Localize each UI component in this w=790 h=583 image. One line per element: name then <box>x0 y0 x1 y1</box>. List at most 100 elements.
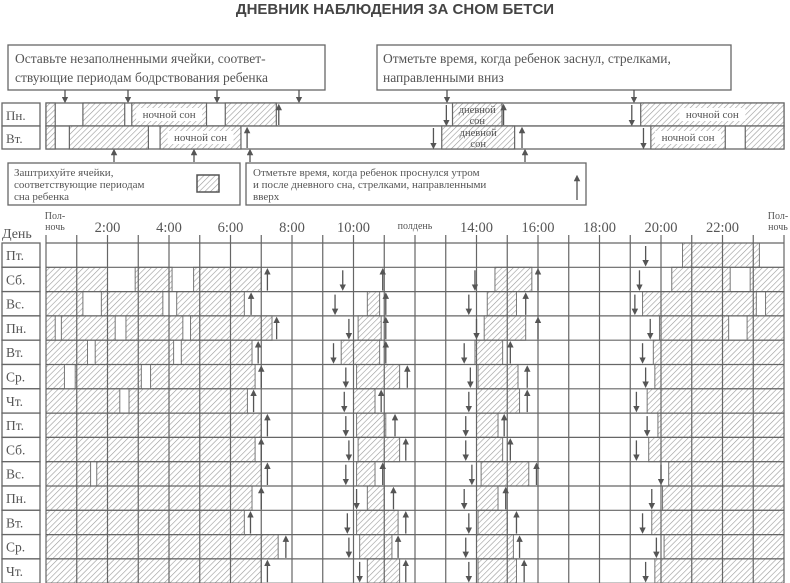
sleep-period <box>82 102 126 127</box>
sleep-period <box>180 339 253 366</box>
sleep-period <box>356 461 376 487</box>
day-cell <box>1 461 41 487</box>
sleep-period <box>682 242 760 268</box>
sleep-period <box>494 266 533 293</box>
sleep-period <box>96 461 262 487</box>
sleep-period <box>134 266 173 293</box>
sleep-period <box>652 339 785 366</box>
day-label: Вт. <box>6 345 23 360</box>
sleep-period <box>648 436 785 463</box>
nap-label: сон <box>470 116 486 127</box>
sleep-period <box>190 315 273 341</box>
time-label: 22:00 <box>706 220 739 236</box>
diary-row: Сб. <box>1 266 785 293</box>
time-label: 6:00 <box>218 220 244 236</box>
sleep-period <box>441 125 516 150</box>
sleep-period <box>366 558 401 583</box>
sleep-period <box>477 558 517 583</box>
day-cell <box>1 363 41 390</box>
callout-text: Оставьте незаполненными ячейки, соответ- <box>15 51 266 66</box>
sleep-period <box>765 291 785 317</box>
sleep-period <box>45 485 253 511</box>
day-label: Пн. <box>6 491 26 506</box>
day-label: Пт. <box>6 248 24 263</box>
nap-label: сон <box>470 139 486 150</box>
sleep-period <box>658 315 730 341</box>
night-sleep-label: ночной сон <box>174 132 227 144</box>
diary-grid: Пт. Сб. Вс. Пн. Вт. Ср. Чт. Пт. Сб. Вс. Пн. Вт. Ср. Ч… <box>1 242 785 583</box>
sleep-period <box>476 412 499 438</box>
sleep-period <box>477 509 508 536</box>
callout-text: Отметьте время, когда ребенок заснул, ст… <box>383 51 671 66</box>
midnight-label: ночь <box>768 222 788 233</box>
sleep-period <box>662 485 785 511</box>
sleep-period <box>486 291 517 317</box>
sleep-period <box>357 436 401 463</box>
sleep-period <box>45 388 121 414</box>
time-label: 10:00 <box>337 220 370 236</box>
diary-row: Сб. <box>1 436 785 463</box>
sleep-period <box>483 315 527 341</box>
day-cell <box>1 558 41 583</box>
page-title: ДНЕВНИК НАБЛЮДЕНИЯ ЗА СНОМ БЕТСИ <box>236 1 554 18</box>
time-header: День Пол-ночь 2:00 4:00 6:00 8:00 10:00 полдень… <box>2 211 788 243</box>
sleep-period <box>357 315 382 341</box>
sleep-period <box>654 364 785 390</box>
sleep-period <box>125 315 184 341</box>
day-label: Ср. <box>6 370 25 385</box>
day-label: Ср. <box>6 540 25 555</box>
label-bg <box>655 131 722 144</box>
day-cell <box>1 509 41 536</box>
sleep-period <box>366 485 385 511</box>
sleep-period <box>45 509 245 536</box>
callout-text: соответствующие периодам <box>14 179 145 191</box>
sleep-period <box>477 364 519 390</box>
diary-row: Пн. <box>1 485 785 511</box>
callout-blank-cells: Оставьте незаполненными ячейки, соответ-… <box>7 44 326 91</box>
day-label: Чт. <box>6 564 23 579</box>
day-cell <box>1 339 41 366</box>
day-label: Сб. <box>6 272 25 287</box>
diary-row: Ср. <box>1 363 785 390</box>
label-bg <box>679 108 746 121</box>
sleep-period <box>224 102 277 127</box>
sleep-period <box>45 558 262 583</box>
day-label: Чт. <box>6 394 23 409</box>
day-label: Пн. <box>6 321 26 336</box>
sleep-period <box>356 364 401 390</box>
night-sleep-label: ночной сон <box>686 109 739 121</box>
sleep-period <box>744 125 785 150</box>
sleep-period <box>45 315 56 341</box>
nap-label: дневной <box>460 128 497 139</box>
sleep-period <box>193 266 262 293</box>
sleep-period <box>474 339 504 366</box>
sleep-period <box>646 388 785 414</box>
sleep-period <box>340 339 381 366</box>
sleep-period <box>366 291 381 317</box>
day-column-label: День <box>2 227 32 242</box>
example-day-label: Пн. <box>6 108 26 123</box>
day-cell <box>1 315 41 341</box>
callout-text: вверх <box>253 191 280 203</box>
sleep-period <box>657 412 785 438</box>
diary-row: Ср. <box>1 533 785 560</box>
night-sleep-label: ночной сон <box>662 132 715 144</box>
sleep-period <box>642 291 757 317</box>
nap-label: дневной <box>459 105 496 116</box>
sleep-period <box>663 534 785 560</box>
sleep-period <box>45 125 56 150</box>
time-label: 14:00 <box>460 220 493 236</box>
callout-pointers <box>61 90 638 162</box>
midnight-label: Пол- <box>45 211 65 222</box>
diary-row: Пт. <box>1 242 760 268</box>
diary-row: Вс. <box>1 290 785 317</box>
sleep-period <box>651 509 785 536</box>
sleep-period <box>746 315 785 341</box>
sleep-period <box>128 388 248 414</box>
diary-row: Вс. <box>1 461 785 487</box>
sleep-period <box>356 412 387 438</box>
callout-text: и после дневного сна, стрелками, направл… <box>253 179 486 191</box>
